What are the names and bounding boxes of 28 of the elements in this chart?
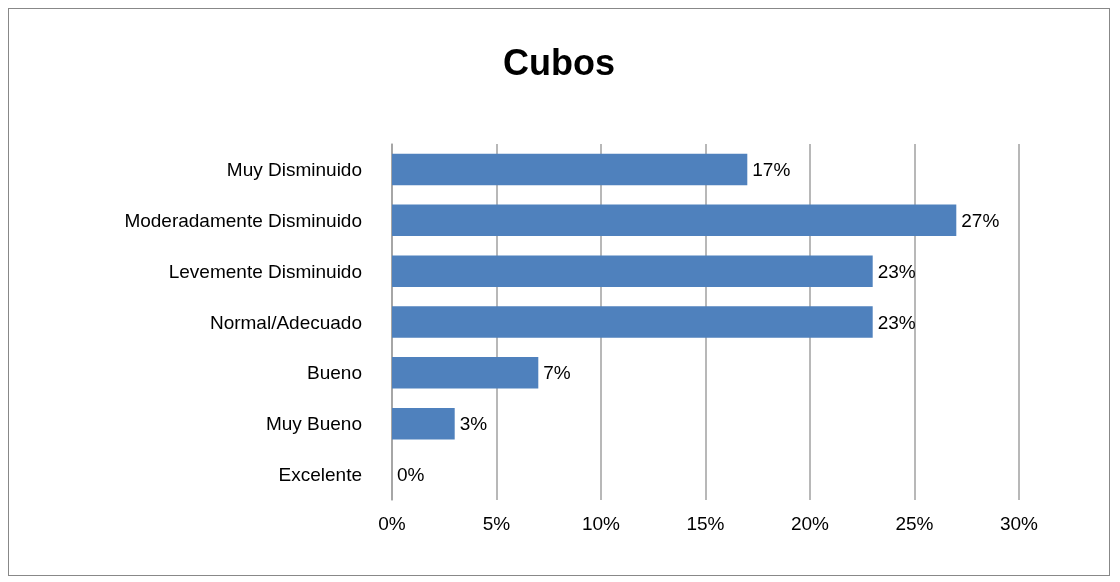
y-tick-label: Bueno xyxy=(307,362,362,384)
bar xyxy=(392,204,957,237)
bar xyxy=(392,306,873,338)
y-tick-label: Excelente xyxy=(278,464,362,486)
y-tick-label: Levemente Disminuido xyxy=(168,260,362,282)
x-tick-label: 25% xyxy=(895,513,934,534)
data-label: 27% xyxy=(961,209,1000,231)
x-tick-label: 30% xyxy=(999,513,1039,534)
x-tick-label: 15% xyxy=(686,513,725,534)
bar xyxy=(392,357,539,389)
data-label: 3% xyxy=(459,413,488,435)
x-tick-label: 10% xyxy=(581,513,621,534)
y-tick-label: Muy Disminuido xyxy=(226,158,362,180)
data-label: 23% xyxy=(877,311,916,333)
bar xyxy=(392,153,748,186)
x-tick-label: 0% xyxy=(378,513,406,534)
y-tick-label: Normal/Adecuado xyxy=(209,311,362,333)
data-label: 0% xyxy=(397,464,425,486)
data-label: 7% xyxy=(543,362,571,384)
x-tick-label: 20% xyxy=(790,513,830,534)
bar xyxy=(392,407,455,440)
data-label: 23% xyxy=(877,260,916,282)
chart-title: Cubos xyxy=(503,41,615,83)
bar xyxy=(392,255,873,287)
y-tick-label: Muy Bueno xyxy=(265,413,362,435)
x-tick-label: 5% xyxy=(482,513,511,534)
y-tick-label: Moderadamente Disminuido xyxy=(124,209,362,231)
data-label: 17% xyxy=(752,158,791,180)
